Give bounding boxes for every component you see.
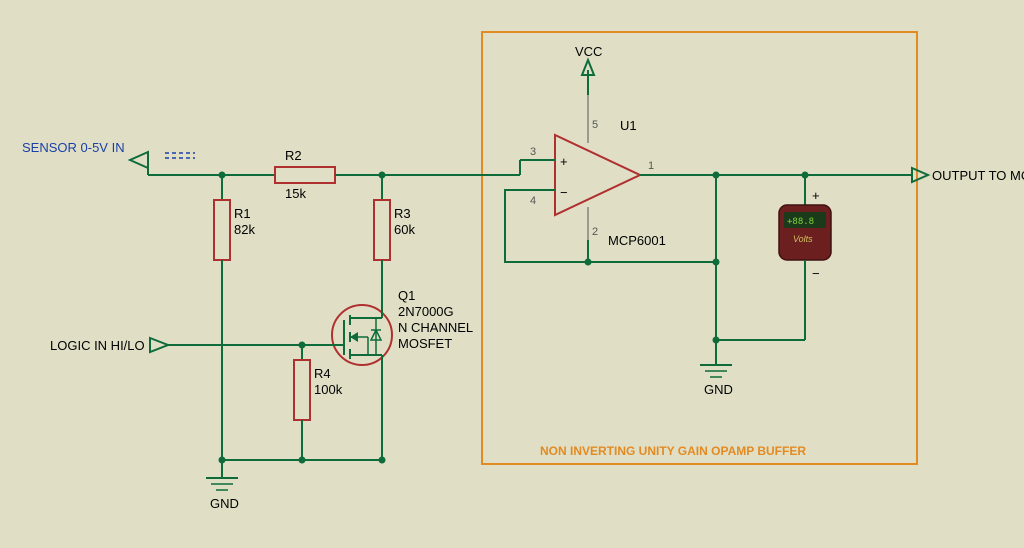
opamp-ref: U1 (620, 118, 637, 133)
svg-text:3: 3 (530, 146, 536, 158)
svg-text:R2: R2 (285, 148, 302, 163)
svg-text:+: + (812, 188, 820, 203)
opamp-u1: 5 3 + 4 − 1 2 U1 MCP6001 (520, 95, 670, 248)
svg-text:R4: R4 (314, 366, 331, 381)
svg-text:R1: R1 (234, 206, 251, 221)
svg-text:MOSFET: MOSFET (398, 336, 452, 351)
gnd-left: GND (206, 460, 239, 511)
svg-text:100k: 100k (314, 382, 343, 397)
voltmeter: + +88.8 Volts − (713, 172, 832, 344)
resistor-r1: R1 82k (214, 175, 255, 475)
svg-text:SENSOR 0-5V IN: SENSOR 0-5V IN (22, 140, 125, 155)
svg-text:R3: R3 (394, 206, 411, 221)
dash-stub (165, 153, 195, 158)
svg-text:−: − (560, 185, 568, 200)
resistor-r4: R4 100k (294, 345, 343, 460)
svg-text:4: 4 (530, 195, 536, 207)
svg-text:82k: 82k (234, 222, 255, 237)
logic-in-port: LOGIC IN HI/LO (50, 338, 330, 353)
buffer-block-label: NON INVERTING UNITY GAIN OPAMP BUFFER (540, 444, 806, 458)
svg-text:Volts: Volts (793, 234, 813, 244)
gnd-right: GND (700, 259, 733, 398)
svg-text:1: 1 (648, 160, 654, 172)
svg-text:2: 2 (592, 226, 598, 238)
svg-text:+88.8: +88.8 (787, 217, 814, 227)
opamp-part: MCP6001 (608, 233, 666, 248)
svg-text:OUTPUT TO MCM: OUTPUT TO MCM (932, 168, 1024, 183)
svg-text:−: − (812, 266, 820, 281)
svg-text:+: + (560, 154, 568, 169)
sensor-in-port: SENSOR 0-5V IN (22, 140, 148, 168)
svg-text:VCC: VCC (575, 44, 602, 59)
svg-text:5: 5 (592, 119, 598, 131)
svg-text:60k: 60k (394, 222, 415, 237)
svg-text:LOGIC IN HI/LO: LOGIC IN HI/LO (50, 338, 145, 353)
svg-text:15k: 15k (285, 186, 306, 201)
mosfet-q1: Q1 2N7000G N CHANNEL MOSFET (330, 288, 473, 460)
buffer-block (482, 32, 917, 464)
svg-text:GND: GND (704, 382, 733, 397)
vcc-symbol: VCC (575, 44, 602, 95)
resistor-r2: R2 15k (275, 148, 335, 201)
svg-text:N CHANNEL: N CHANNEL (398, 320, 473, 335)
svg-text:2N7000G: 2N7000G (398, 304, 454, 319)
svg-text:GND: GND (210, 496, 239, 511)
svg-text:Q1: Q1 (398, 288, 415, 303)
resistor-r3: R3 60k (374, 175, 415, 300)
output-port: OUTPUT TO MCM (912, 168, 1024, 183)
